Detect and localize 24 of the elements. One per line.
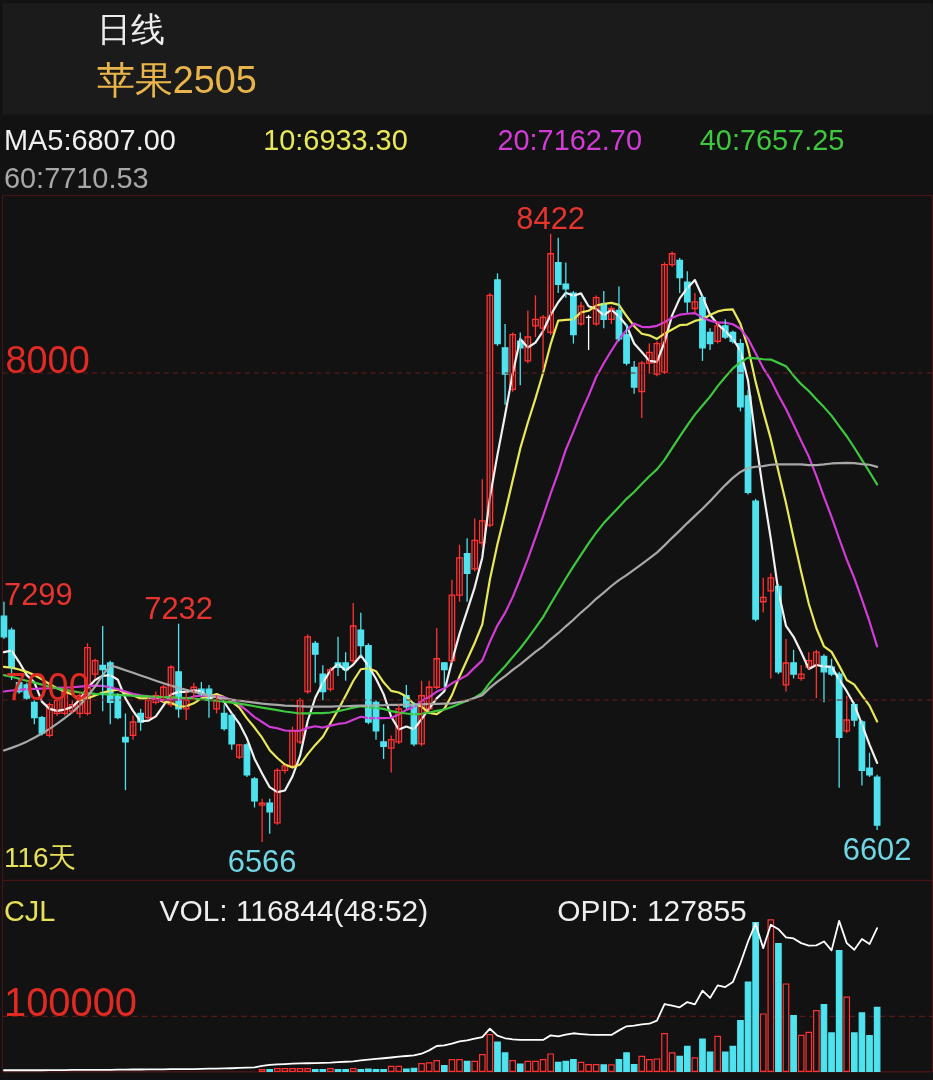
text: 10:6933.30 xyxy=(263,124,408,157)
text: 60:7710.53 xyxy=(3,162,149,195)
bar xyxy=(516,1063,524,1072)
bar xyxy=(790,1015,797,1072)
annotation: 116天 xyxy=(3,841,77,873)
bar xyxy=(463,1060,471,1072)
annotation: 7232 xyxy=(144,590,213,626)
y-tick-label: 8000 xyxy=(5,338,90,381)
text: 40:7657.25 xyxy=(699,124,845,157)
annotation: 6602 xyxy=(842,832,912,868)
chart-subtitle: 苹果2505 xyxy=(96,59,257,102)
chart-title: CJL xyxy=(3,894,56,927)
chart-title: 日线 xyxy=(96,9,165,48)
bar xyxy=(775,943,782,1072)
annotation: 7299 xyxy=(3,576,73,612)
annotation: OPID: 127855 xyxy=(557,893,747,927)
annotation: 100000 xyxy=(3,980,137,1025)
bar xyxy=(600,1064,608,1072)
text: MA5:6807.00 xyxy=(3,124,176,157)
annotation: VOL: 116844(48:52) xyxy=(159,893,429,927)
annotation: 8422 xyxy=(516,200,585,236)
annotation: 6566 xyxy=(227,843,297,879)
text: 20:7162.70 xyxy=(497,124,643,157)
bar xyxy=(441,1065,448,1072)
